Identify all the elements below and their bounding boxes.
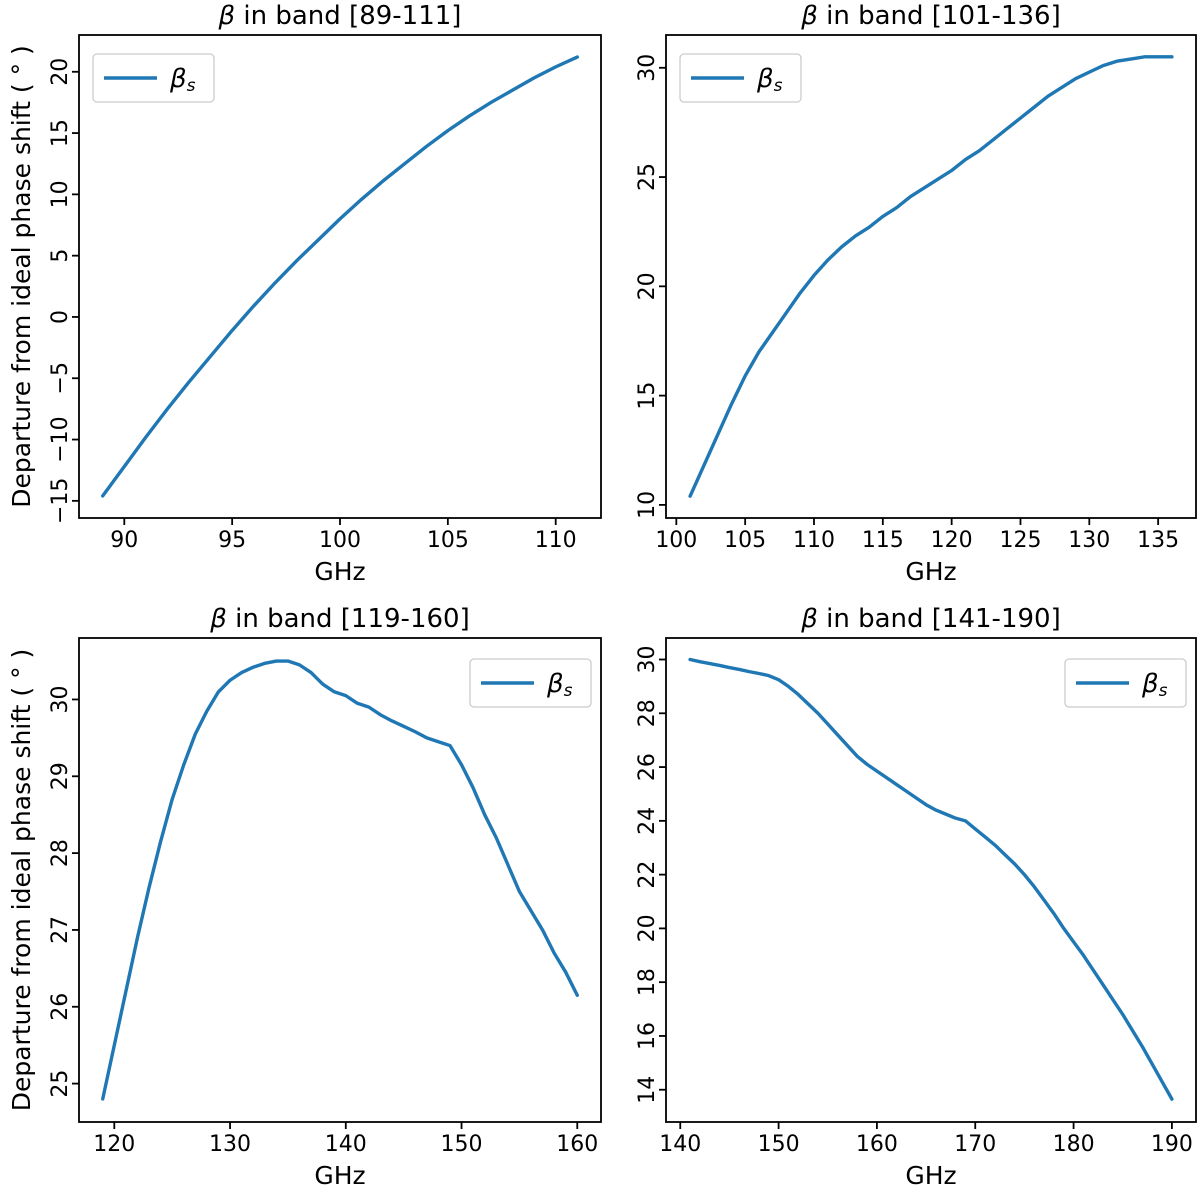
y-tick-label: 18 [635,968,660,996]
subplot-141-190: 140 150 160 170 180 190 14 16 18 20 22 24 26 28 30 β in… [635,604,1197,1190]
y-tick-label: 5 [48,249,73,263]
x-tick-label: 130 [209,1132,251,1157]
y-tick-label: 26 [635,753,660,781]
y-tick-label: −10 [48,416,73,462]
y-tick-label: 20 [635,914,660,942]
y-axis-label: Departure from ideal phase shift ( ° ) [7,649,36,1112]
x-tick-label: 105 [724,528,766,553]
y-axis: 14 16 18 20 22 24 26 28 30 [635,646,666,1104]
x-tick-label: 150 [758,1132,800,1157]
y-axis: 10 15 20 25 30 [635,54,666,519]
x-tick-label: 125 [999,528,1041,553]
x-tick-label: 140 [325,1132,367,1157]
y-tick-label: 26 [48,993,73,1021]
y-tick-label: 27 [48,916,73,944]
plot-title: β in band [89-111] [218,1,462,31]
axes-spines [665,34,1197,519]
y-tick-label: 20 [48,58,73,86]
x-tick-label: 110 [535,528,577,553]
y-tick-label: 15 [635,382,660,410]
y-tick-label: 25 [635,163,660,191]
y-tick-label: 10 [48,180,73,208]
x-axis: 140 150 160 170 180 190 [659,1122,1193,1157]
y-tick-label: 29 [48,762,73,790]
y-tick-label: 14 [635,1076,660,1104]
plot-title: β in band [141-190] [800,604,1060,634]
legend: βs [679,53,802,103]
x-tick-label: 180 [1053,1132,1095,1157]
plot-title: β in band [101-136] [800,1,1060,31]
x-tick-label: 135 [1137,528,1179,553]
x-axis-label: GHz [314,1161,365,1190]
x-tick-label: 100 [655,528,697,553]
data-line-beta-s [688,55,1174,498]
y-tick-label: 25 [48,1070,73,1098]
legend-label: βs [756,64,783,96]
x-tick-label: 120 [93,1132,135,1157]
axes-spines [78,34,602,519]
axes-spines [78,637,602,1123]
x-tick-label: 90 [110,528,138,553]
y-tick-label: 15 [48,119,73,147]
y-tick-label: 20 [635,272,660,300]
x-tick-label: 105 [427,528,469,553]
y-tick-label: 30 [48,685,73,713]
legend-label: βs [1141,669,1168,701]
subplot-89-111: 90 95 100 105 110 −15 −10 −5 0 5 10 15 20 β in band [… [7,1,602,586]
x-tick-label: 120 [931,528,973,553]
x-tick-label: 150 [441,1132,483,1157]
axes-spines [665,637,1197,1123]
legend: βs [92,53,215,103]
y-tick-label: 30 [635,646,660,674]
y-tick-label: 10 [635,491,660,519]
y-tick-label: 16 [635,1022,660,1050]
x-tick-label: 140 [659,1132,701,1157]
data-line-beta-s [101,659,579,1101]
y-tick-label: 28 [635,699,660,727]
x-tick-label: 190 [1151,1132,1193,1157]
y-tick-label: −5 [48,362,73,394]
x-tick-label: 160 [856,1132,898,1157]
y-axis-label: Departure from ideal phase shift ( ° ) [7,45,36,508]
data-line-beta-s [101,55,579,498]
data-line-beta-s [688,657,1174,1101]
x-axis-label: GHz [905,557,956,586]
y-tick-label: 22 [635,861,660,889]
legend: βs [1064,658,1187,708]
x-axis: 90 95 100 105 110 [110,518,577,553]
y-axis: 25 26 27 28 29 30 [48,685,79,1098]
y-tick-label: 0 [48,310,73,324]
x-tick-label: 115 [862,528,904,553]
y-tick-label: 28 [48,839,73,867]
x-tick-label: 100 [319,528,361,553]
x-tick-label: 130 [1068,528,1110,553]
subplot-101-136: 100 105 110 115 120 125 130 135 10 15 20 25 30 β in b… [635,1,1197,586]
y-tick-label: 30 [635,54,660,82]
legend: βs [469,658,592,708]
legend-label: βs [169,64,196,96]
plot-title: β in band [119-160] [209,604,469,634]
x-axis: 120 130 140 150 160 [93,1122,598,1157]
y-tick-label: −15 [48,478,73,524]
x-tick-label: 160 [556,1132,598,1157]
x-tick-label: 110 [793,528,835,553]
y-axis: −15 −10 −5 0 5 10 15 20 [48,58,79,524]
x-axis-label: GHz [905,1161,956,1190]
x-tick-label: 95 [218,528,246,553]
legend-label: βs [546,669,573,701]
subplot-119-160: 120 130 140 150 160 25 26 27 28 29 30 β in band [11… [7,604,602,1190]
y-tick-label: 24 [635,807,660,835]
x-axis: 100 105 110 115 120 125 130 135 [655,518,1179,553]
x-tick-label: 170 [954,1132,996,1157]
x-axis-label: GHz [314,557,365,586]
